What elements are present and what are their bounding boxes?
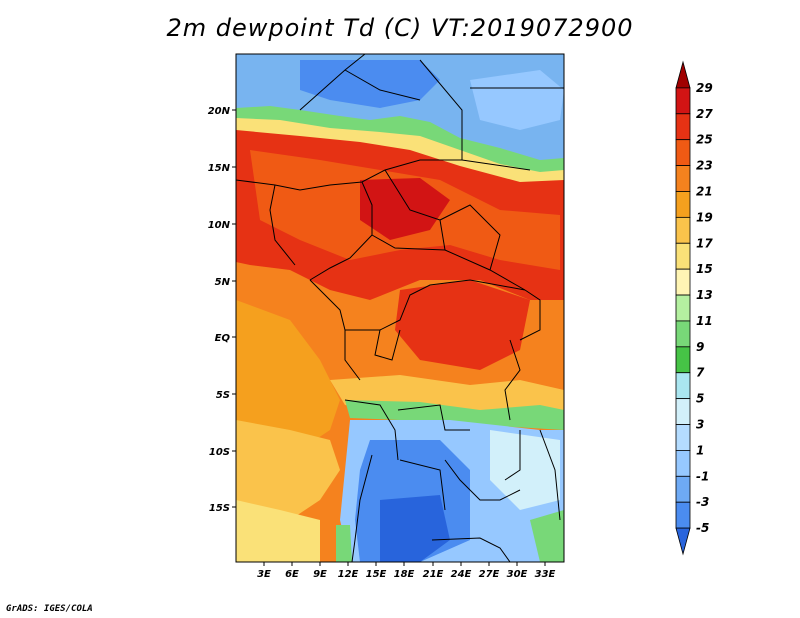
lon-label: 33E — [535, 569, 556, 580]
lat-label: 15S — [209, 503, 230, 514]
colorbar-swatch — [675, 191, 691, 218]
colorbar-swatch — [675, 268, 691, 296]
colorbar-swatch — [675, 294, 691, 322]
lon-label: 12E — [338, 569, 359, 580]
colorbar-swatch — [675, 475, 691, 503]
colorbar-swatch — [675, 139, 691, 166]
colorbar-swatch — [675, 87, 691, 115]
lat-label: 15N — [208, 163, 231, 174]
colorbar-swatch — [675, 165, 691, 192]
lat-label: 10N — [208, 220, 231, 231]
colorbar-label: 19 — [696, 210, 713, 224]
colorbar-label: 23 — [696, 159, 713, 173]
lon-label: 15E — [366, 569, 387, 580]
colorbar-swatch — [675, 372, 691, 400]
lat-label: 20N — [208, 106, 231, 117]
map-frame — [235, 53, 565, 563]
lon-label: 9E — [313, 569, 327, 580]
lon-label: 21E — [423, 569, 444, 580]
colorbar-swatch — [675, 242, 691, 270]
colorbar-swatch — [675, 527, 691, 556]
lat-label: EQ — [215, 333, 231, 344]
colorbar-label: 21 — [696, 184, 713, 198]
colorbar-swatch — [675, 501, 691, 529]
colorbar-swatch — [675, 346, 691, 374]
colorbar-swatch — [675, 216, 691, 244]
lon-axis: 3E 6E 9E 12E 15E 18E 21E 24E 27E 30E 33E — [257, 569, 555, 580]
lat-label: 5S — [216, 390, 230, 401]
colorbar-swatch — [675, 450, 691, 477]
colorbar-swatch — [675, 60, 691, 89]
dewpoint-field — [236, 54, 564, 562]
colorbar-label: 17 — [696, 236, 713, 250]
colorbar-label: 13 — [696, 288, 713, 302]
colorbar-swatch — [675, 320, 691, 348]
colorbar-label: 5 — [696, 392, 704, 406]
colorbar-label: -1 — [696, 469, 709, 483]
lat-label: 5N — [215, 277, 231, 288]
country-borders — [236, 54, 564, 562]
lon-label: 24E — [451, 569, 472, 580]
colorbar-label: -3 — [696, 495, 709, 509]
lon-label: 3E — [257, 569, 271, 580]
colorbar-label: 3 — [696, 418, 704, 432]
lon-label: 27E — [479, 569, 500, 580]
colorbar-label: 27 — [696, 107, 713, 121]
lon-label: 18E — [394, 569, 415, 580]
colorbar-label: 25 — [696, 133, 713, 147]
lat-axis: 20N 15N 10N 5N EQ 5S 10S 15S — [208, 106, 231, 514]
colorbar-swatch — [675, 113, 691, 141]
lon-label: 6E — [285, 569, 299, 580]
colorbar: 29 27 25 23 21 19 17 15 13 11 9 7 5 3 1 -1 -3 -5 — [675, 60, 713, 556]
map-title: 2m dewpoint Td (C) VT:2019072900 — [166, 14, 634, 42]
colorbar-label: 7 — [696, 366, 705, 380]
colorbar-label: -5 — [696, 521, 709, 535]
lat-ticks — [232, 109, 236, 508]
colorbar-label: 29 — [696, 81, 713, 95]
colorbar-label: 11 — [696, 314, 713, 328]
lat-label: 10S — [209, 447, 230, 458]
colorbar-label: 9 — [696, 340, 704, 354]
lon-label: 30E — [507, 569, 528, 580]
grads-credit: GrADS: IGES/COLA — [6, 604, 93, 614]
lon-ticks — [263, 562, 546, 566]
colorbar-swatch — [675, 398, 691, 425]
colorbar-swatch — [675, 424, 691, 451]
colorbar-label: 15 — [696, 262, 713, 276]
colorbar-label: 1 — [696, 443, 704, 457]
